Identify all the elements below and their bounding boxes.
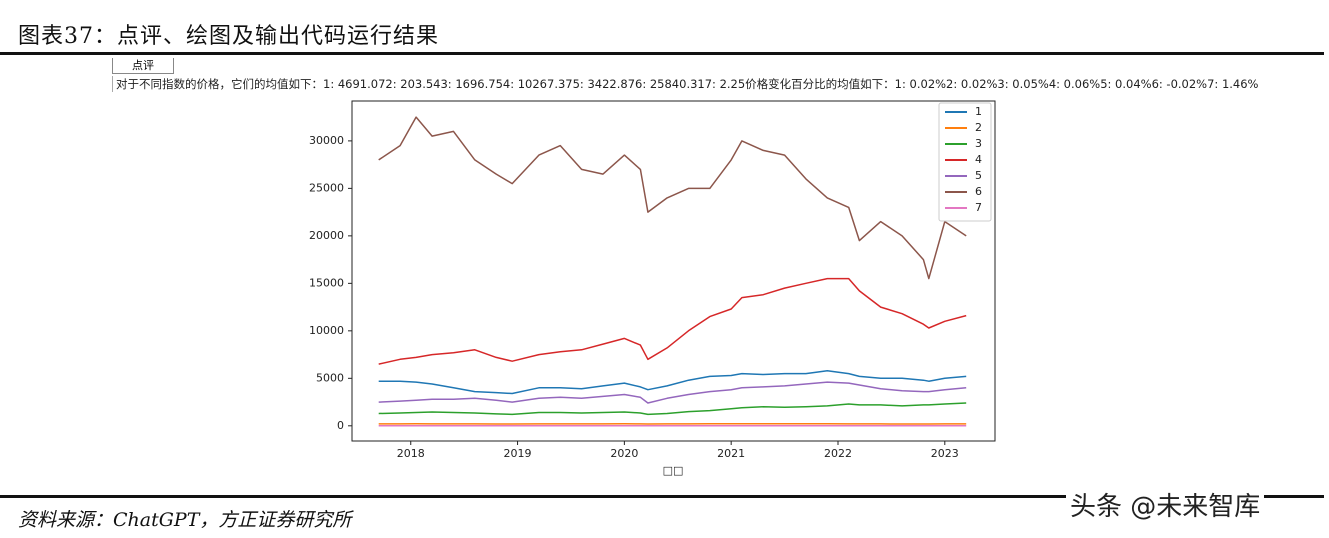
legend-label: 7 bbox=[975, 201, 982, 214]
source-note: 资料来源：ChatGPT，方正证券研究所 bbox=[18, 509, 352, 531]
legend-label: 2 bbox=[975, 121, 982, 134]
plot-frame bbox=[351, 100, 996, 442]
figure-title: 图表37：点评、绘图及输出代码运行结果 bbox=[18, 24, 439, 49]
watermark: 头条 @未来智库 bbox=[1066, 486, 1265, 523]
series-line bbox=[378, 369, 967, 395]
x-tick-label: 2022 bbox=[824, 447, 852, 460]
y-tick-label: 10000 bbox=[309, 324, 344, 337]
legend-box bbox=[938, 102, 992, 222]
y-tick-label: 5000 bbox=[316, 371, 344, 384]
series-line bbox=[378, 402, 967, 416]
series-line bbox=[378, 381, 967, 404]
legend-label: 5 bbox=[975, 169, 982, 182]
x-tick-label: 2021 bbox=[717, 447, 745, 460]
output-text: 对于不同指数的价格，它们的均值如下：1: 4691.072: 203.543: … bbox=[112, 76, 1258, 92]
legend-label: 4 bbox=[975, 153, 982, 166]
y-tick-label: 25000 bbox=[309, 181, 344, 194]
bottom-rule bbox=[0, 495, 1324, 498]
series-line bbox=[378, 116, 967, 280]
x-tick-label: 2019 bbox=[504, 447, 532, 460]
y-tick-label: 15000 bbox=[309, 276, 344, 289]
y-tick-label: 0 bbox=[337, 419, 344, 432]
x-tick-label: 2018 bbox=[397, 447, 425, 460]
series-line bbox=[378, 277, 967, 365]
x-axis-label: □□ bbox=[663, 464, 684, 477]
legend-label: 6 bbox=[975, 185, 982, 198]
legend-label: 1 bbox=[975, 105, 982, 118]
legend-label: 3 bbox=[975, 137, 982, 150]
y-tick-label: 30000 bbox=[309, 134, 344, 147]
top-rule bbox=[0, 52, 1324, 55]
y-tick-label: 20000 bbox=[309, 229, 344, 242]
x-tick-label: 2020 bbox=[610, 447, 638, 460]
x-tick-label: 2023 bbox=[931, 447, 959, 460]
review-button[interactable]: 点评 bbox=[112, 58, 174, 74]
